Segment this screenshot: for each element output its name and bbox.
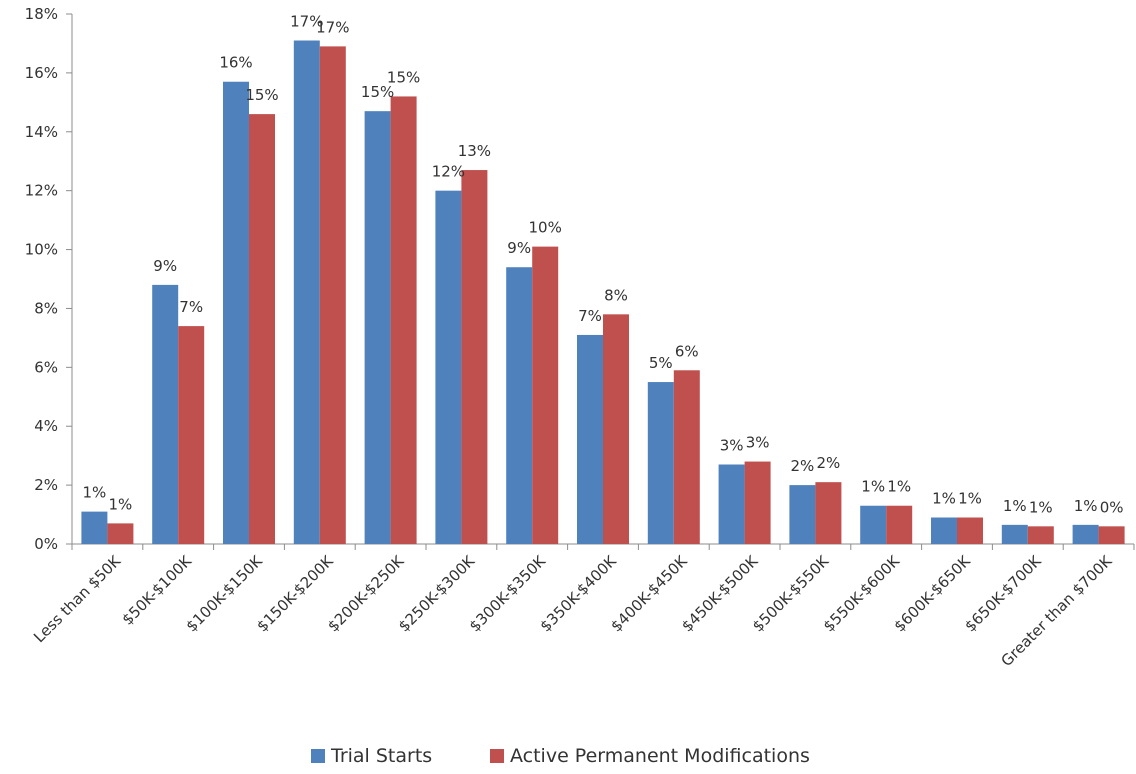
- data-label: 15%: [387, 68, 420, 86]
- bar-trial-starts: [647, 382, 674, 544]
- bar-active-permanent-modifications: [886, 505, 913, 544]
- bar-trial-starts: [506, 267, 533, 544]
- bar-active-permanent-modifications: [603, 314, 629, 544]
- data-label: 0%: [1100, 498, 1124, 516]
- bar-trial-starts: [577, 334, 603, 544]
- data-label: 3%: [746, 434, 770, 452]
- data-label: 9%: [153, 257, 177, 275]
- y-tick-label: 6%: [34, 358, 58, 376]
- data-label: 6%: [675, 342, 699, 360]
- data-label: 2%: [817, 454, 841, 472]
- data-label: 3%: [720, 437, 744, 455]
- data-label: 15%: [245, 86, 278, 104]
- y-tick-label: 14%: [25, 123, 58, 141]
- y-tick-label: 8%: [34, 299, 58, 317]
- data-label: 7%: [179, 298, 203, 316]
- y-axis: 0% 2% 4% 6% 8% 10% 12% 14% 16% 18%: [25, 5, 73, 553]
- bar-active-permanent-modifications: [461, 170, 488, 545]
- bar-active-permanent-modifications: [815, 482, 842, 544]
- bar-active-permanent-modifications: [319, 46, 346, 545]
- y-tick-label: 4%: [34, 417, 58, 435]
- data-label: 9%: [507, 239, 531, 257]
- bar-trial-starts: [789, 485, 816, 544]
- y-tick-label: 12%: [25, 182, 58, 200]
- bar-active-permanent-modifications: [107, 523, 134, 544]
- x-category-label: $50K-$100K: [118, 551, 195, 628]
- data-label: 15%: [361, 83, 394, 101]
- data-label: 1%: [861, 478, 885, 496]
- y-tick-label: 0%: [34, 535, 58, 553]
- bar-active-permanent-modifications: [673, 370, 700, 544]
- data-label: 1%: [1003, 497, 1027, 515]
- data-labels: 1%1%9%7%16%15%17%17%15%15%12%13%9%10%7%8…: [83, 13, 1124, 517]
- x-axis: Less than $50K$50K-$100K$100K-$150K$150K…: [30, 543, 1135, 670]
- y-tick-label: 2%: [34, 476, 58, 494]
- bar-trial-starts: [223, 81, 249, 544]
- data-label: 1%: [1074, 497, 1098, 515]
- bar-trial-starts: [1001, 524, 1028, 544]
- x-category-label: Less than $50K: [30, 551, 125, 646]
- bar-active-permanent-modifications: [178, 326, 205, 544]
- bar-trial-starts: [1072, 524, 1099, 544]
- bars: [81, 40, 1125, 545]
- bar-active-permanent-modifications: [390, 96, 417, 544]
- data-label: 1%: [1029, 498, 1053, 516]
- data-label: 1%: [887, 478, 911, 496]
- data-label: 1%: [958, 490, 982, 508]
- legend-swatch-trial-starts: [311, 749, 325, 763]
- bar-active-permanent-modifications: [249, 114, 275, 544]
- legend-label: Trial Starts: [330, 745, 432, 767]
- data-label: 5%: [649, 354, 673, 372]
- data-label: 1%: [109, 495, 133, 513]
- data-label: 8%: [604, 286, 628, 304]
- data-label: 17%: [290, 13, 323, 31]
- bar-active-permanent-modifications: [1098, 526, 1125, 544]
- data-label: 7%: [578, 307, 602, 325]
- bar-active-permanent-modifications: [957, 517, 983, 544]
- y-tick-label: 10%: [25, 241, 58, 259]
- data-label: 2%: [791, 457, 815, 475]
- bar-trial-starts: [364, 111, 391, 545]
- bar-trial-starts: [435, 190, 462, 544]
- bar-active-permanent-modifications: [1027, 526, 1054, 544]
- bar-active-permanent-modifications: [532, 246, 559, 544]
- bar-trial-starts: [293, 40, 320, 544]
- bar-trial-starts: [81, 511, 108, 544]
- data-label: 12%: [432, 163, 465, 181]
- legend: Trial Starts Active Permanent Modificatio…: [311, 745, 810, 767]
- bar-trial-starts: [152, 284, 179, 544]
- bar-trial-starts: [931, 517, 957, 544]
- data-label: 10%: [529, 219, 562, 237]
- legend-swatch-active-permanent-modifications: [490, 749, 504, 763]
- y-tick-label: 16%: [25, 64, 58, 82]
- data-label: 1%: [932, 490, 956, 508]
- bar-active-permanent-modifications: [744, 461, 771, 544]
- y-tick-label: 18%: [25, 5, 58, 23]
- data-label: 17%: [316, 18, 349, 36]
- bar-trial-starts: [860, 505, 887, 544]
- legend-label: Active Permanent Modifications: [510, 745, 810, 767]
- data-label: 16%: [219, 54, 252, 72]
- data-label: 13%: [458, 142, 491, 160]
- data-label: 1%: [83, 484, 107, 502]
- bar-trial-starts: [718, 464, 745, 544]
